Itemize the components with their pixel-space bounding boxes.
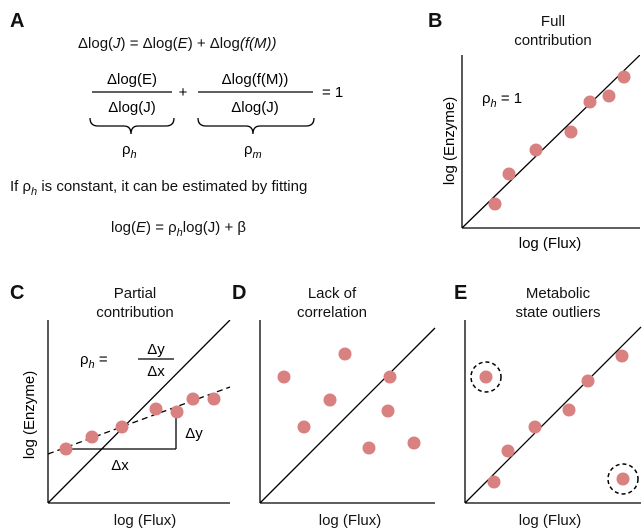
slope-numerator: Δy	[147, 341, 165, 358]
panel-letter-c: C	[10, 282, 25, 304]
condition-pre: If ρ	[10, 178, 32, 195]
panel-d-x-label: log (Flux)	[318, 512, 382, 529]
data-point	[487, 475, 501, 489]
x-axis-label: log (Flux)	[519, 235, 582, 252]
delta-y-label: Δy	[185, 425, 203, 442]
fit-line	[47, 386, 231, 455]
condition-sub: h	[31, 186, 38, 198]
panel-d-plot	[259, 320, 436, 504]
fit-eq-part: log(J) + β	[182, 219, 247, 236]
data-point	[362, 441, 376, 455]
data-point	[381, 404, 395, 418]
fit-eq-sub: h	[176, 227, 183, 239]
fit-eq-part: E	[136, 219, 147, 236]
data-point	[85, 430, 99, 444]
eq-part: ) = Δlog(	[120, 35, 178, 52]
condition-text: If ρh is constant, it can be estimated b…	[10, 178, 307, 198]
panel-e-plot	[464, 320, 642, 504]
flux-equation: Δlog(J) = Δlog(E) + Δlog(f(M))	[78, 35, 276, 52]
eq-part: E	[177, 35, 188, 52]
rho-h-symbol: ρh =	[80, 351, 108, 371]
eq-part: ) + Δlog	[187, 35, 240, 52]
data-point	[581, 374, 595, 388]
delta-x-label: Δx	[111, 457, 129, 474]
data-point	[186, 392, 200, 406]
panel-b-title: Full contribution	[488, 12, 618, 50]
panel-letter-e: E	[454, 282, 468, 304]
condition-post: is constant, it can be estimated by fitt…	[37, 178, 308, 195]
slope-denominator: Δx	[147, 363, 165, 380]
data-point	[115, 420, 129, 434]
data-point	[170, 405, 184, 419]
panel-c-title-line2: contribution	[96, 304, 174, 321]
brace-rho-h	[89, 117, 175, 135]
panel-d-title-line1: Lack of	[307, 285, 357, 302]
data-point	[502, 167, 516, 181]
outlier-circle	[470, 361, 502, 393]
y-axis-label: log (Enzyme)	[441, 97, 458, 185]
rho-m-label: ρm	[244, 141, 262, 161]
data-point	[59, 442, 73, 456]
data-point	[323, 393, 337, 407]
data-point	[529, 143, 543, 157]
rho-h-label: ρh	[122, 141, 137, 161]
data-point	[149, 402, 163, 416]
rho-annotation: ρh = 1	[482, 90, 522, 110]
data-point	[615, 349, 629, 363]
fit-eq-part: log(	[111, 219, 137, 236]
panel-e-title-line2: state outliers	[515, 304, 601, 321]
data-point	[488, 197, 502, 211]
data-point	[583, 95, 597, 109]
panel-b-title-line1: Full	[540, 13, 566, 30]
outlier-point	[616, 472, 630, 486]
identity-line	[464, 326, 642, 504]
panel-c-x-label: log (Flux)	[113, 512, 177, 529]
data-point	[528, 420, 542, 434]
eq-part: J	[113, 35, 121, 52]
data-point	[617, 70, 631, 84]
data-point	[297, 420, 311, 434]
panel-d-title: Lack of correlation	[267, 284, 397, 322]
panel-e-title: Metabolic state outliers	[483, 284, 633, 322]
panel-c-title-line1: Partial	[113, 285, 157, 302]
y-axis-label: log (Enzyme)	[21, 371, 38, 459]
data-point	[602, 89, 616, 103]
panel-d-title-line2: correlation	[296, 304, 368, 321]
brace-rho-m	[197, 117, 315, 135]
data-point	[277, 370, 291, 384]
panel-e-title-line1: Metabolic	[525, 285, 591, 302]
data-point	[407, 436, 421, 450]
data-point	[501, 444, 515, 458]
panel-b-title-line2: contribution	[514, 32, 592, 49]
panel-c-title: Partial contribution	[70, 284, 200, 322]
fraction2-denominator: Δlog(J)	[231, 99, 279, 116]
fit-equation: log(E) = ρhlog(J) + β	[111, 219, 246, 239]
equals-one: = 1	[322, 84, 343, 101]
data-point	[383, 370, 397, 384]
panel-e-x-label: log (Flux)	[518, 512, 582, 529]
identity-line	[461, 55, 640, 229]
data-point	[207, 392, 221, 406]
data-point	[564, 125, 578, 139]
identity-line	[47, 320, 231, 504]
panel-letter-a: A	[10, 10, 25, 32]
eq-part: Δlog(	[78, 35, 114, 52]
fraction1-numerator: Δlog(E)	[107, 71, 157, 88]
panel-c-plot: Δx Δy log (Enzyme) ρh = Δy Δx	[21, 320, 231, 504]
panel-b-plot: log (Enzyme) log (Flux) ρh = 1	[441, 55, 640, 252]
plus-sign: +	[179, 84, 188, 101]
coefficient-sum-equation: Δlog(E) Δlog(J) + Δlog(f(M)) Δlog(J) = 1…	[89, 71, 343, 161]
fit-eq-part: ) = ρ	[146, 219, 177, 236]
outlier-circle	[607, 463, 639, 495]
panel-letter-b: B	[428, 10, 443, 32]
fraction1-denominator: Δlog(J)	[108, 99, 156, 116]
identity-line	[259, 327, 436, 504]
eq-part: (f(M))	[239, 35, 277, 52]
panel-letter-d: D	[232, 282, 247, 304]
outlier-point	[479, 370, 493, 384]
fraction2-numerator: Δlog(f(M))	[222, 71, 289, 88]
data-point	[562, 403, 576, 417]
data-point	[338, 347, 352, 361]
